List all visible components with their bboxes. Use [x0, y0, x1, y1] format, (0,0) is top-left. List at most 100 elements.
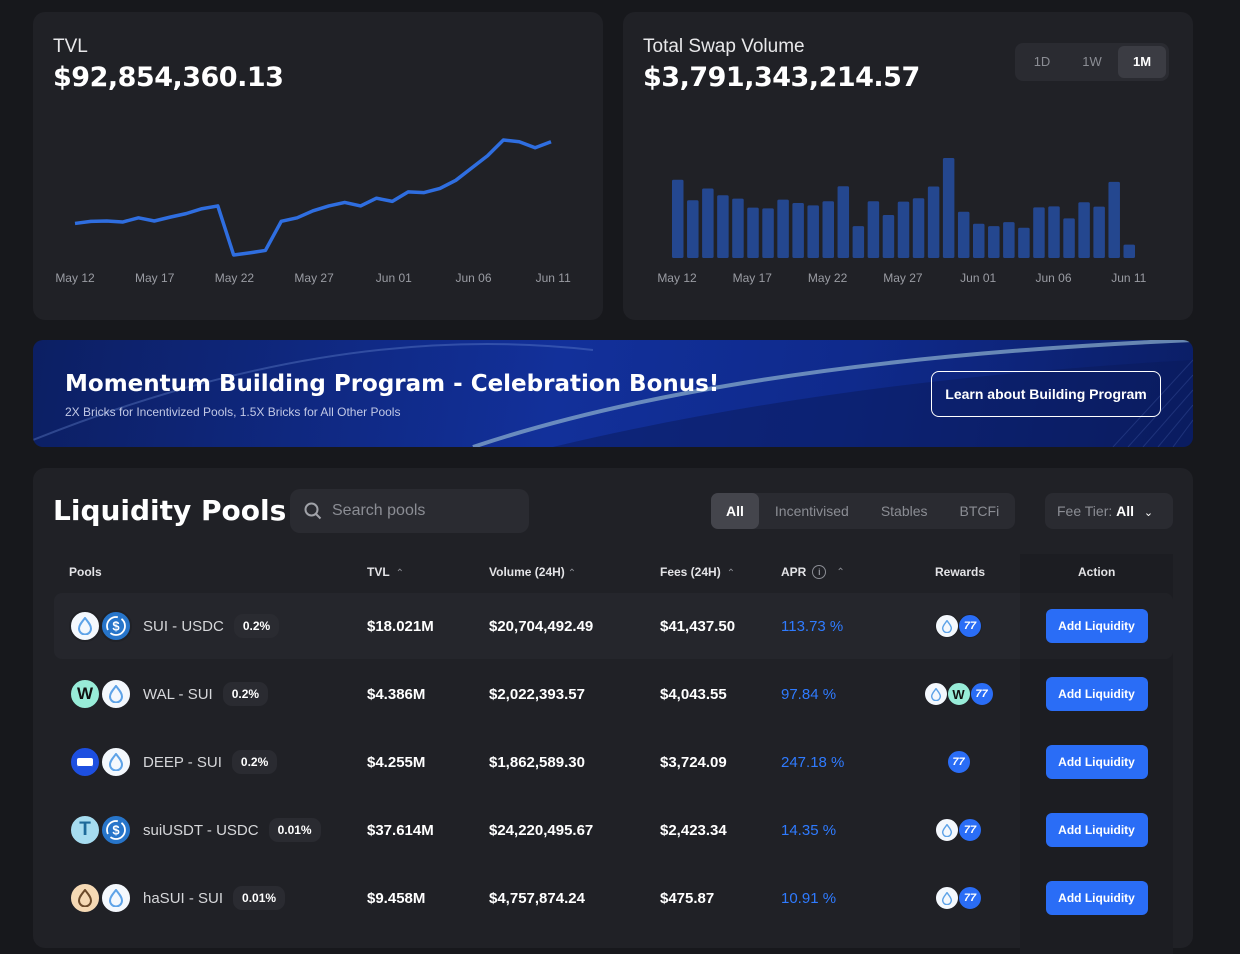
volume-bar[interactable]: [912, 198, 925, 258]
fees-cell: $41,437.50: [660, 617, 736, 635]
volume-bar[interactable]: [1078, 202, 1090, 258]
volume-bar[interactable]: [687, 200, 699, 258]
range-1d-button[interactable]: 1D: [1033, 54, 1051, 69]
add-liquidity-button[interactable]: Add Liquidity: [1045, 677, 1148, 711]
table-row[interactable]: haSUI - SUI 0.01% $9.458M $4,757,874.24 …: [54, 865, 1173, 931]
sui-token-icon: [935, 886, 959, 910]
x-tick-label: May 22: [215, 271, 255, 285]
table-row[interactable]: DEEP - SUI 0.2% $4.255M $1,862,589.30 $3…: [54, 729, 1173, 795]
usdc-token-icon: $: [100, 814, 132, 846]
chevron-down-icon: ⌄: [1143, 507, 1154, 519]
pool-name[interactable]: DEEP - SUI: [143, 753, 222, 771]
sui-token-icon: [923, 682, 948, 706]
swap-volume-bar-chart: May 12 May 17 May 22 May 27 Jun 01 Jun 06 Jun …: [657, 158, 1147, 285]
liquidity-pools-card: Liquidity Pools All Incentivised Stables…: [33, 468, 1193, 954]
volume-bar[interactable]: [957, 211, 970, 258]
volume-bar[interactable]: [1003, 222, 1015, 258]
volume-bar[interactable]: [988, 226, 1000, 258]
x-tick-label: Jun 01: [960, 271, 996, 285]
volume-bar[interactable]: [897, 201, 910, 258]
volume-bar[interactable]: [822, 201, 835, 258]
volume-bar[interactable]: [747, 207, 759, 258]
col-action: Action: [1078, 565, 1116, 579]
volume-bar[interactable]: [792, 202, 804, 258]
tab-stables[interactable]: Stables: [880, 503, 928, 519]
hasui-token-icon: [69, 882, 101, 914]
fee-badge: 0.01%: [233, 886, 286, 910]
fee-tier-value: All: [1116, 503, 1135, 519]
rewards-cell: W 77: [894, 661, 1024, 727]
table-row[interactable]: $ SUI - USDC 0.2% $18.021M $20,704,492.4…: [54, 593, 1173, 659]
col-volume-sort[interactable]: Volume (24H) ⌃: [489, 565, 576, 579]
usdc-token-icon: $: [100, 610, 132, 642]
volume-bar[interactable]: [837, 186, 850, 258]
volume-bar[interactable]: [852, 226, 865, 258]
range-1m-button[interactable]: 1M: [1118, 46, 1166, 78]
volume-bar[interactable]: [1063, 218, 1075, 258]
fee-tier-dropdown[interactable]: Fee Tier: All ⌄: [1045, 493, 1173, 529]
col-rewards: Rewards: [935, 565, 986, 579]
col-apr-sort[interactable]: APR i ⌃: [781, 565, 845, 579]
banner-subtitle: 2X Bricks for Incentivized Pools, 1.5X B…: [65, 405, 401, 419]
volume-bar[interactable]: [1018, 227, 1030, 258]
pool-name[interactable]: suiUSDT - USDC: [143, 821, 259, 839]
volume-bar[interactable]: [927, 186, 940, 258]
tvl-cell: $9.458M: [367, 889, 426, 907]
tvl-title: TVL: [53, 36, 88, 57]
tvl-cell: $4.386M: [367, 685, 426, 703]
table-row[interactable]: T $ suiUSDT - USDC 0.01% $37.614M $24,220…: [54, 797, 1173, 863]
apr-cell: 247.18 %: [781, 753, 845, 771]
search-pools-input[interactable]: [332, 502, 512, 520]
x-tick-label: May 27: [294, 271, 334, 285]
fee-badge: 0.2%: [233, 614, 280, 638]
volume-bar[interactable]: [1093, 206, 1105, 258]
volume-bar[interactable]: [942, 158, 955, 258]
tvl-value: $92,854,360.13: [53, 62, 284, 93]
volume-bar[interactable]: [672, 179, 684, 258]
add-liquidity-button[interactable]: Add Liquidity: [1045, 745, 1148, 779]
col-tvl-sort[interactable]: TVL ⌃: [367, 565, 404, 579]
banner-title: Momentum Building Program - Celebration …: [65, 371, 720, 397]
x-tick-label: Jun 11: [536, 271, 571, 285]
add-liquidity-button[interactable]: Add Liquidity: [1045, 881, 1148, 915]
pool-cell: haSUI - SUI 0.01%: [69, 865, 286, 931]
volume-cell: $2,022,393.57: [489, 685, 585, 703]
volume-bar[interactable]: [867, 201, 880, 258]
action-cell: Add Liquidity: [1020, 593, 1173, 659]
range-1w-button[interactable]: 1W: [1082, 54, 1102, 69]
pool-name[interactable]: haSUI - SUI: [143, 889, 224, 907]
rewards-cell: 77: [894, 797, 1024, 863]
volume-bar[interactable]: [1033, 207, 1045, 258]
tab-btcfi[interactable]: BTCFi: [959, 503, 1000, 519]
volume-bar[interactable]: [1123, 244, 1136, 258]
momentum-reward-icon: 77: [946, 750, 971, 774]
table-row[interactable]: W WAL - SUI 0.2% $4.386M $2,022,393.57 $…: [54, 661, 1173, 727]
volume-bar[interactable]: [762, 208, 774, 258]
tvl-series-line: [74, 138, 552, 257]
volume-bar[interactable]: [882, 215, 895, 258]
volume-bar[interactable]: [777, 199, 789, 258]
sui-token-icon: [935, 818, 959, 842]
add-liquidity-button[interactable]: Add Liquidity: [1045, 609, 1148, 643]
volume-bar[interactable]: [717, 195, 729, 258]
x-tick-label: May 17: [733, 271, 773, 285]
fee-badge: 0.2%: [222, 682, 269, 706]
volume-bar[interactable]: [732, 198, 744, 258]
learn-building-program-button[interactable]: Learn about Building Program: [931, 371, 1161, 417]
sort-arrow-icon: ⌃: [726, 568, 736, 579]
pool-name[interactable]: WAL - SUI: [143, 685, 213, 703]
add-liquidity-button[interactable]: Add Liquidity: [1045, 813, 1148, 847]
tab-incentivised[interactable]: Incentivised: [774, 503, 849, 519]
sui-token-icon: [69, 610, 101, 642]
volume-bar[interactable]: [807, 205, 819, 258]
volume-bar[interactable]: [1108, 181, 1120, 258]
info-icon[interactable]: i: [812, 565, 827, 579]
volume-bar[interactable]: [702, 188, 714, 258]
volume-bar[interactable]: [973, 223, 985, 258]
col-fees-sort[interactable]: Fees (24H) ⌃: [660, 565, 735, 579]
tab-all[interactable]: All: [711, 493, 759, 529]
pool-name[interactable]: SUI - USDC: [143, 617, 224, 635]
volume-bar[interactable]: [1048, 206, 1060, 258]
sui-token-icon: [100, 882, 132, 914]
sort-arrow-icon: ⌃: [395, 568, 405, 579]
